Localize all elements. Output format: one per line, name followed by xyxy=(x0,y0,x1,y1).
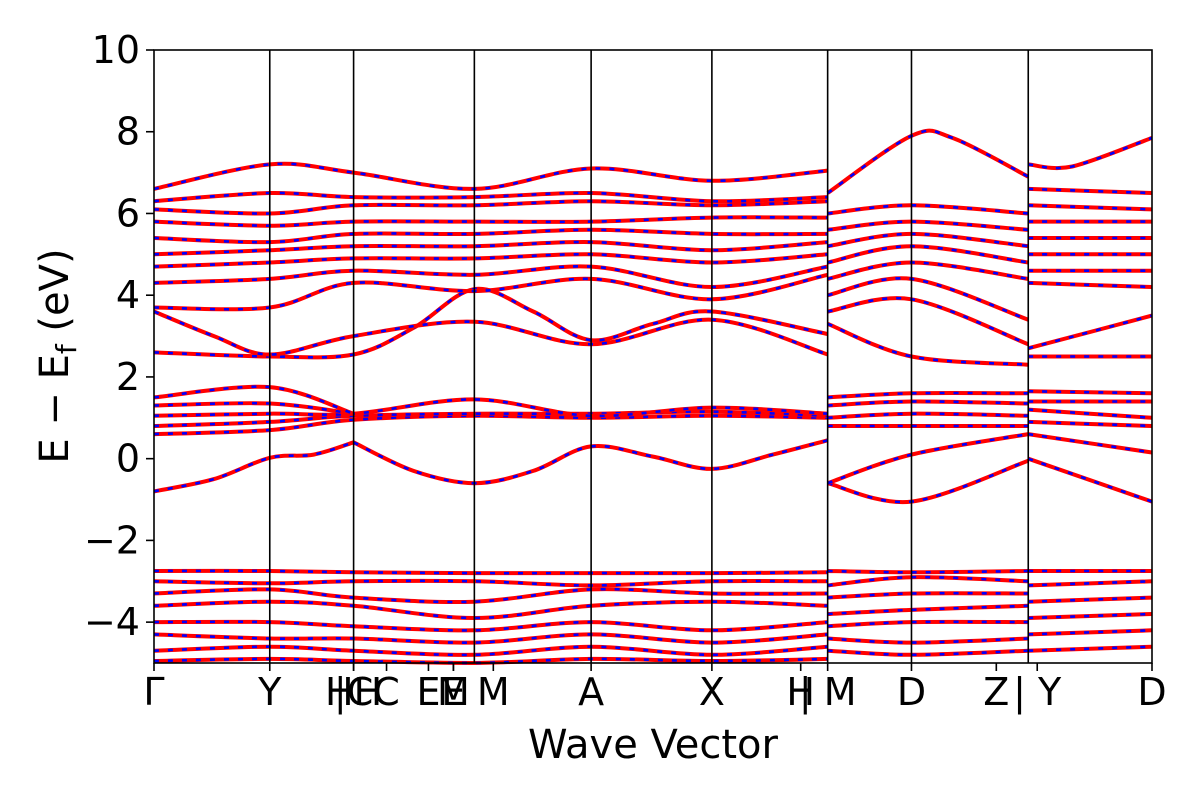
band-line-red xyxy=(1027,456,1153,504)
y-tick-label: 8 xyxy=(116,110,140,154)
band-line-blue-dashed xyxy=(1028,645,1153,652)
x-tick-label: E xyxy=(416,670,440,714)
y-tick-label: 0 xyxy=(116,437,140,481)
band-line-red xyxy=(826,128,1030,195)
band-line-blue-dashed xyxy=(827,569,1029,574)
x-tick-label: |C xyxy=(334,670,373,715)
y-axis-ticks: −4 −2 0 2 4 6 8 10 xyxy=(84,28,154,644)
band-line-blue-dashed xyxy=(1028,580,1153,587)
x-tick-label: E xyxy=(441,670,465,714)
x-tick-label: A xyxy=(578,670,604,714)
y-tick-label: −2 xyxy=(84,518,140,562)
y-axis-title-main: E − E xyxy=(32,354,78,464)
band-line-blue-dashed xyxy=(1028,629,1153,636)
y-tick-label: 6 xyxy=(116,191,140,235)
band-line-blue-dashed xyxy=(1028,432,1153,454)
y-axis-title: E − Ef (eV) xyxy=(32,248,83,463)
x-tick-label: H xyxy=(786,670,815,714)
x-tick-label: M xyxy=(477,670,510,714)
x-tick-label: HH xyxy=(325,670,382,714)
x-axis-ticks: Γ Y HH|C C EME M A X H| M D Z | Y D xyxy=(143,663,1167,715)
x-tick-label: M xyxy=(437,670,470,714)
y-tick-label: 4 xyxy=(116,273,140,317)
band-line-blue-dashed xyxy=(1028,389,1153,395)
band-line-blue-dashed xyxy=(1028,187,1153,195)
x-tick-label: D xyxy=(897,670,926,714)
x-tick-label: Γ xyxy=(143,670,164,714)
y-tick-label: 2 xyxy=(116,355,140,399)
x-tick-label: X xyxy=(699,670,725,714)
band-line-blue-dashed xyxy=(1028,420,1153,428)
y-tick-label: −4 xyxy=(84,600,140,644)
band-line-red xyxy=(1027,313,1153,351)
band-line-blue-dashed xyxy=(1028,136,1153,170)
x-axis-title: Wave Vector xyxy=(528,722,779,768)
x-tick-label: | Y xyxy=(1013,670,1062,715)
plot-frame xyxy=(153,49,1153,664)
band-line-red xyxy=(153,286,829,360)
band-line-blue-dashed xyxy=(1028,408,1153,420)
band-line-blue-dashed xyxy=(1028,596,1153,603)
x-tick-label: Y xyxy=(257,670,282,714)
y-axis-title-subscript: f xyxy=(50,343,83,354)
band-line-blue-dashed xyxy=(1028,204,1153,211)
x-tick-label: Z xyxy=(983,670,1009,714)
y-axis-title-unit: (eV) xyxy=(32,248,78,344)
x-tick-label: C xyxy=(373,670,400,714)
y-tick-label: 10 xyxy=(92,28,140,72)
band-line-blue-dashed xyxy=(1028,612,1153,620)
kpoint-divider-lines xyxy=(268,50,1030,663)
x-tick-label: D xyxy=(1137,670,1166,714)
x-tick-label: | M xyxy=(799,670,857,715)
band-line-blue-dashed xyxy=(1028,281,1153,289)
